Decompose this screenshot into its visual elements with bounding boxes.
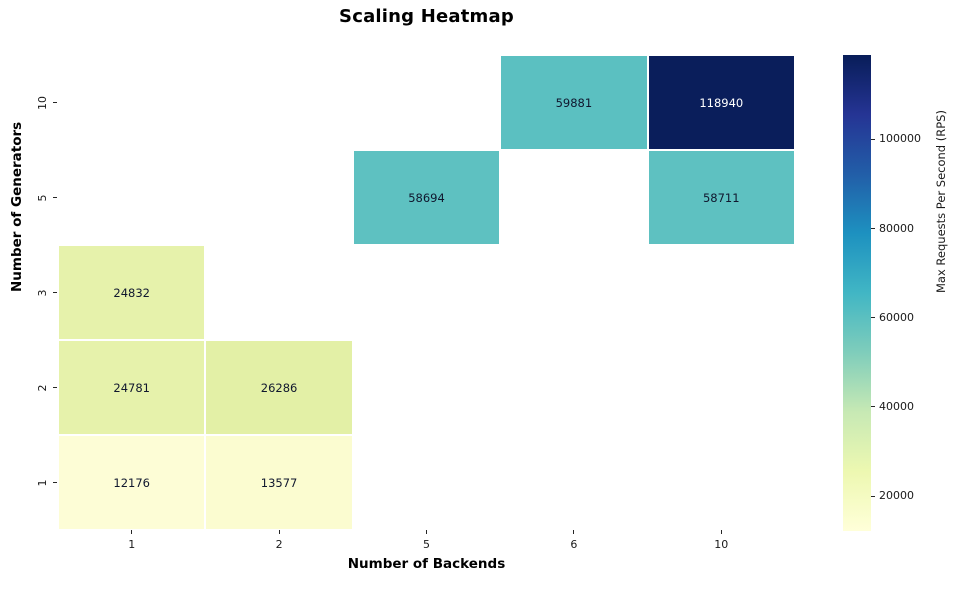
x-tick-label: 10	[714, 538, 729, 551]
y-tick-mark	[53, 482, 57, 483]
chart-title: Scaling Heatmap	[339, 6, 514, 27]
x-tick-mark	[426, 530, 427, 534]
heatmap-cell: 24832	[59, 246, 205, 339]
colorbar-tick-label: 100000	[879, 132, 921, 146]
cell-value: 118940	[699, 95, 744, 110]
colorbar-tick-label: 60000	[879, 310, 914, 324]
cell-value: 58711	[702, 190, 740, 205]
heatmap-cell: 58711	[648, 151, 794, 244]
x-tick-mark	[720, 530, 722, 534]
colorbar-tick-mark	[871, 406, 875, 408]
y-tick-label: 5	[36, 194, 49, 201]
cell-value: 24832	[113, 285, 150, 300]
y-tick-mark	[53, 292, 57, 293]
colorbar-tick-mark	[871, 317, 875, 319]
cell-value: 24781	[113, 380, 150, 395]
colorbar-gradient	[843, 55, 871, 531]
x-tick-label: 5	[423, 538, 430, 551]
y-tick-label: 2	[36, 384, 49, 391]
heatmap-cell: 118940	[648, 56, 794, 149]
heatmap-cell: 58694	[353, 151, 500, 244]
x-tick-label: 1	[128, 538, 136, 551]
colorbar-tick-mark	[871, 495, 875, 497]
y-tick-mark	[53, 197, 57, 198]
colorbar-tick-mark	[871, 138, 875, 140]
x-axis-label: Number of Backends	[347, 556, 506, 572]
y-tick-label: 1	[36, 479, 49, 486]
heatmap-cell: 24781	[59, 341, 205, 434]
heatmap-plot-area: 59881 118940 58694 58711 24832 24781 26286 1217…	[58, 55, 795, 530]
cell-value: 58694	[408, 190, 445, 205]
heatmap-cell: 13577	[206, 436, 352, 529]
x-tick-mark	[278, 530, 280, 534]
heatmap-cell: 12176	[59, 436, 205, 529]
cell-value: 13577	[260, 475, 298, 490]
x-tick-label: 6	[570, 538, 578, 551]
y-tick-label: 3	[36, 289, 49, 296]
y-tick-mark	[53, 102, 57, 103]
x-tick-mark	[573, 530, 575, 534]
heatmap-cell: 59881	[501, 56, 647, 149]
cell-value: 59881	[555, 95, 593, 110]
x-tick-mark	[131, 530, 133, 534]
cell-value: 12176	[113, 475, 150, 490]
x-tick-label: 2	[275, 538, 283, 551]
cell-value: 26286	[260, 380, 298, 395]
colorbar-tick-mark	[871, 228, 875, 230]
y-tick-mark	[53, 387, 57, 388]
colorbar-tick-label: 20000	[879, 489, 914, 503]
heatmap-cell: 26286	[206, 341, 352, 434]
y-tick-label: 10	[36, 95, 49, 110]
colorbar-tick-label: 40000	[879, 399, 914, 413]
colorbar-tick-label: 80000	[879, 221, 914, 235]
